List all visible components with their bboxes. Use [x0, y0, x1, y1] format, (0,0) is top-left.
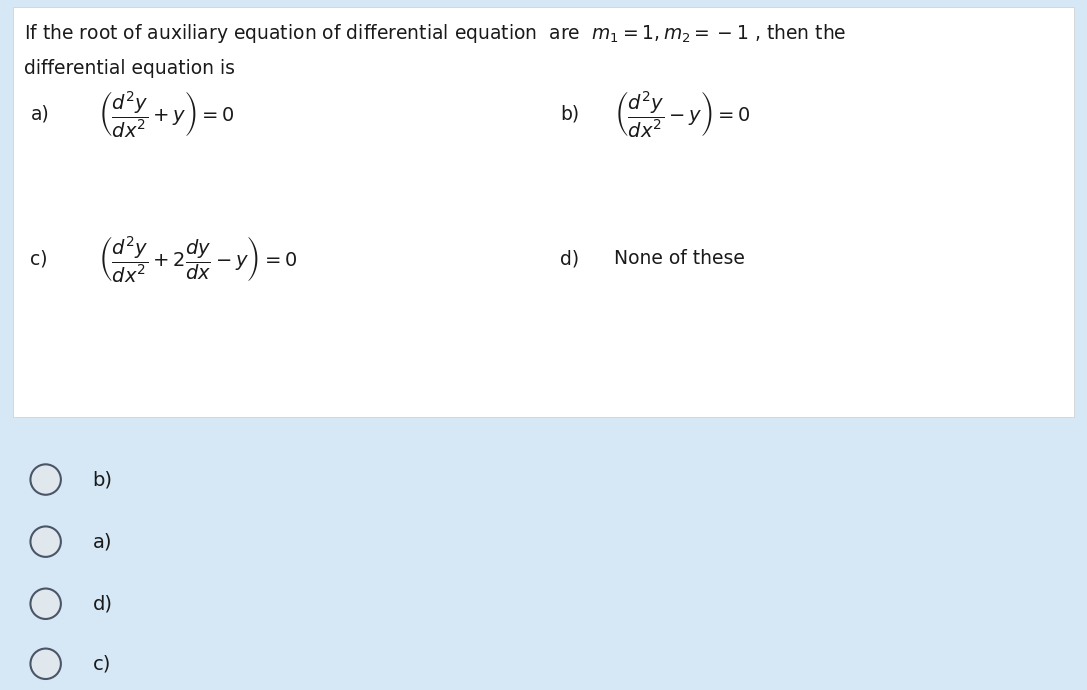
Text: c): c)	[30, 249, 48, 268]
Text: b): b)	[560, 104, 579, 124]
Text: a): a)	[92, 532, 112, 551]
Ellipse shape	[30, 464, 61, 495]
FancyBboxPatch shape	[13, 7, 1074, 417]
Text: $\left(\dfrac{d^2y}{dx^2} - y\right) = 0$: $\left(\dfrac{d^2y}{dx^2} - y\right) = 0…	[614, 89, 751, 139]
Text: a): a)	[30, 104, 49, 124]
Ellipse shape	[30, 589, 61, 619]
Text: b): b)	[92, 470, 112, 489]
Ellipse shape	[30, 526, 61, 557]
Text: d): d)	[92, 594, 112, 613]
Ellipse shape	[30, 649, 61, 679]
Text: $\left(\dfrac{d^2y}{dx^2} + y\right) = 0$: $\left(\dfrac{d^2y}{dx^2} + y\right) = 0…	[98, 89, 235, 139]
Text: If the root of auxiliary equation of differential equation  are  $m_1 = 1, m_2 =: If the root of auxiliary equation of dif…	[24, 22, 847, 45]
Text: None of these: None of these	[614, 249, 745, 268]
Text: differential equation is: differential equation is	[24, 59, 235, 78]
Text: $\left(\dfrac{d^2y}{dx^2} + 2\dfrac{dy}{dx} - y\right) = 0$: $\left(\dfrac{d^2y}{dx^2} + 2\dfrac{dy}{…	[98, 234, 298, 284]
Text: d): d)	[560, 249, 579, 268]
Text: c): c)	[92, 654, 111, 673]
